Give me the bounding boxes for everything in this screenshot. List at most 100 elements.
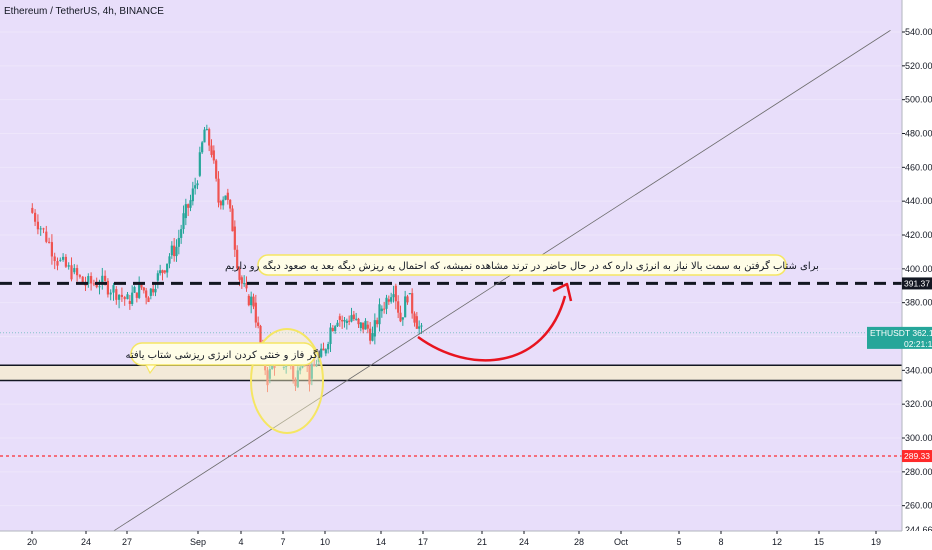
current-price-symbol-text: ETHUSDT 362.14 (870, 328, 932, 338)
candle-body (180, 229, 183, 238)
candle-body (226, 192, 229, 200)
candle-body (95, 283, 98, 288)
candle-body (56, 261, 59, 266)
candle-body (118, 294, 121, 300)
candle-body (352, 314, 355, 320)
time-axis-background (0, 531, 932, 550)
support-zone (0, 365, 902, 381)
candle-body (34, 212, 37, 222)
price-tick-label: 400.00 (905, 264, 932, 274)
candle-body (90, 276, 93, 284)
bottom-callout-pointer (145, 364, 158, 375)
candle-body (313, 364, 316, 367)
price-tick-label: 320.00 (905, 399, 932, 409)
price-tick-label: 380.00 (905, 298, 932, 308)
candle-body (231, 208, 234, 232)
candle-body (198, 152, 201, 176)
candle-body (250, 296, 253, 306)
candle-body (36, 221, 39, 230)
candle-body (147, 297, 150, 303)
candle-body (152, 288, 155, 293)
candle-body (39, 228, 42, 230)
candle-body (135, 292, 138, 298)
candle-body (252, 296, 255, 307)
candle-body (350, 315, 353, 322)
candle-body (334, 326, 337, 332)
candle-body (166, 263, 169, 273)
candle-body (366, 324, 369, 329)
projection-arrow-head (552, 282, 573, 302)
price-tick-label: 340.00 (905, 365, 932, 375)
candle-body (247, 295, 250, 306)
candles-layer (31, 124, 423, 393)
candle-body (341, 319, 344, 322)
time-axis[interactable]: 20 24 27 Sep 4 7 10 14 17 21 24 28 Oct 5 8 12 15 19 (0, 530, 932, 550)
candle-body (406, 296, 409, 303)
candle-body (397, 301, 400, 313)
candle-body (233, 226, 236, 250)
price-tick-label: 420.00 (905, 230, 932, 240)
candle-body (81, 276, 84, 283)
candle-body (369, 328, 372, 341)
top-callout-box (257, 254, 787, 276)
candle-body (67, 265, 70, 267)
candle-body (73, 268, 76, 273)
candle-body (70, 265, 73, 280)
time-tick-label: 21 (477, 537, 487, 547)
candle-body (154, 288, 157, 293)
candle-body (380, 308, 383, 312)
stop-price-badge: 289.33 (902, 450, 932, 463)
candle-body (338, 316, 341, 320)
time-tick-label: 4 (238, 537, 243, 547)
candle-body (189, 200, 192, 208)
candle-body (268, 369, 271, 379)
candle-body (238, 268, 241, 280)
time-tick-label: 5 (676, 537, 681, 547)
candle-body (156, 273, 159, 281)
candle-body (378, 304, 381, 325)
candle-body (296, 370, 299, 388)
candle-body (149, 288, 152, 296)
candle-body (131, 292, 134, 305)
candle-body (404, 296, 407, 318)
candle-body (362, 322, 365, 330)
price-tick-label: 520.00 (905, 61, 932, 71)
candle-body (383, 308, 386, 310)
price-axis[interactable]: 260.00280.00300.00320.00340.00360.00380.… (867, 0, 932, 550)
candle-body (371, 333, 374, 341)
candle-body (53, 256, 56, 262)
candle-body (331, 328, 334, 332)
candle-body (215, 160, 218, 179)
trend-line (113, 29, 891, 532)
candle-body (98, 286, 101, 288)
candle-body (177, 237, 180, 247)
candle-body (394, 285, 397, 302)
candle-body (126, 294, 129, 300)
support-zone-layer (0, 364, 902, 382)
candle-body (78, 275, 81, 277)
candle-body (327, 343, 330, 350)
candle-body (168, 256, 171, 264)
candle-body (112, 285, 115, 293)
time-tick-label: 14 (376, 537, 386, 547)
price-tick-label: 260.00 (905, 501, 932, 511)
time-tick-label: 20 (27, 537, 37, 547)
candle-body (385, 297, 388, 309)
candle-body (373, 320, 376, 337)
candle-body (420, 325, 423, 327)
projection-arrow (417, 295, 567, 362)
candle-body (236, 249, 239, 269)
stop-price-badge-text: 289.33 (904, 451, 930, 461)
time-tick-label: 24 (519, 537, 529, 547)
stop-price-badge-box (902, 450, 932, 463)
candle-body (415, 316, 418, 329)
current-price-badge-box (867, 326, 932, 349)
candle-body (217, 178, 220, 203)
candle-body (175, 246, 178, 257)
candle-body (187, 204, 190, 208)
time-tick-label: 19 (871, 537, 881, 547)
candle-body (104, 275, 107, 281)
top-callout: برای شتاب گرفتن به سمت بالا نیاز به انرژ… (225, 254, 819, 276)
candle-body (62, 256, 65, 260)
